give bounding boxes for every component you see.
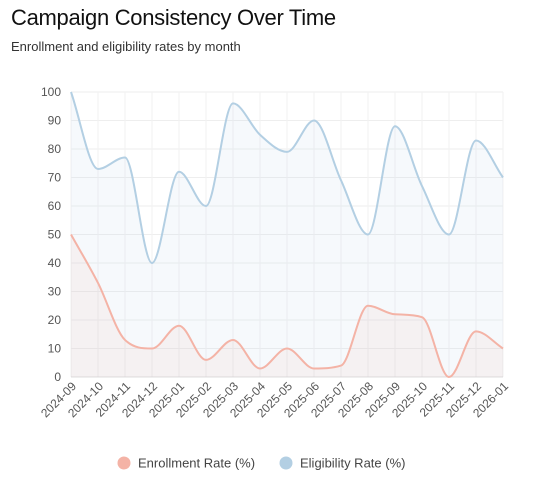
legend: Enrollment Rate (%) Eligibility Rate (%) — [117, 456, 405, 471]
chart-title: Campaign Consistency Over Time — [11, 5, 336, 30]
y-tick-label: 100 — [41, 85, 61, 99]
eligibility-rate-point — [149, 260, 155, 266]
eligibility-rate-legend-label[interactable]: Eligibility Rate (%) — [300, 456, 405, 471]
enrollment-rate-point — [338, 363, 344, 369]
enrollment-rate-legend-label[interactable]: Enrollment Rate (%) — [138, 456, 255, 471]
y-tick-label: 90 — [48, 114, 62, 128]
eligibility-rate-point — [284, 149, 290, 155]
eligibility-rate-legend-swatch — [279, 456, 293, 470]
eligibility-rate-point — [230, 100, 236, 106]
enrollment-rate-line — [70, 234, 504, 379]
eligibility-rate-point — [338, 177, 344, 183]
enrollment-rate-point — [230, 337, 236, 343]
chart-subtitle: Enrollment and eligibility rates by mont… — [11, 39, 241, 54]
enrollment-rate-point — [176, 323, 182, 329]
grid-lines — [70, 91, 504, 378]
enrollment-rate-point — [95, 280, 101, 286]
eligibility-rate-point — [365, 232, 371, 238]
eligibility-rate-point — [176, 169, 182, 175]
enrollment-rate-point — [149, 346, 155, 352]
y-tick-label: 50 — [48, 228, 62, 242]
enrollment-rate-legend-swatch — [117, 456, 131, 470]
y-tick-label: 20 — [48, 313, 62, 327]
y-tick-label: 60 — [48, 199, 62, 213]
eligibility-rate-point — [392, 123, 398, 129]
eligibility-rate-point — [473, 137, 479, 143]
eligibility-rate-point — [446, 232, 452, 238]
eligibility-rate-point — [203, 203, 209, 209]
eligibility-rate-point — [68, 89, 74, 95]
y-tick-label: 80 — [48, 142, 62, 156]
eligibility-rate-point — [122, 155, 128, 161]
enrollment-rate-point — [122, 337, 128, 343]
series-lines — [68, 89, 506, 379]
enrollment-rate-area — [71, 234, 503, 377]
eligibility-rate-point — [311, 118, 317, 124]
x-axis-ticks: 2024-092024-102024-112024-122025-012025-… — [38, 379, 511, 420]
eligibility-rate-area — [71, 92, 503, 377]
y-tick-label: 10 — [48, 342, 62, 356]
y-axis-ticks: 0 10 20 30 40 50 60 70 80 90 100 — [41, 85, 61, 384]
eligibility-rate-point — [419, 183, 425, 189]
enrollment-rate-point — [419, 314, 425, 320]
enrollment-rate-point — [203, 357, 209, 363]
eligibility-rate-point — [95, 166, 101, 172]
enrollment-rate-point — [257, 365, 263, 371]
y-tick-label: 0 — [54, 370, 61, 384]
enrollment-rate-point — [392, 311, 398, 317]
enrollment-rate-point — [284, 346, 290, 352]
enrollment-rate-point — [68, 232, 74, 238]
enrollment-rate-point — [500, 346, 506, 352]
y-tick-label: 40 — [48, 256, 62, 270]
enrollment-rate-point — [365, 303, 371, 309]
enrollment-rate-point — [473, 328, 479, 334]
eligibility-rate-point — [257, 132, 263, 138]
eligibility-rate-point — [500, 175, 506, 181]
series-areas — [71, 92, 503, 377]
eligibility-rate-line — [70, 91, 504, 265]
y-tick-label: 30 — [48, 285, 62, 299]
enrollment-rate-point — [311, 365, 317, 371]
y-tick-label: 70 — [48, 171, 62, 185]
